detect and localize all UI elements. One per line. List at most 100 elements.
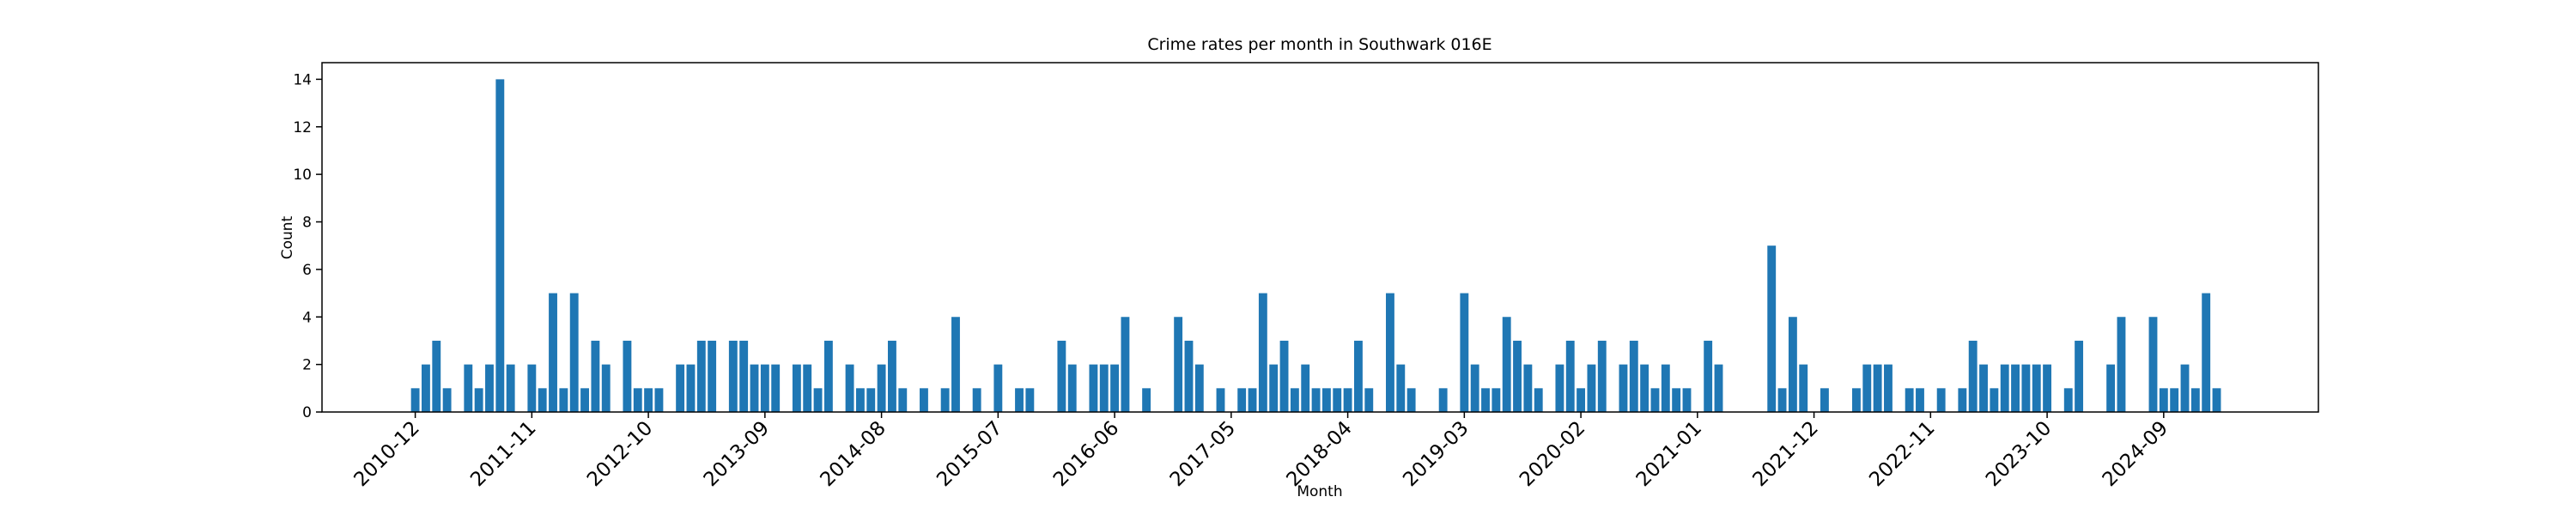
bar xyxy=(951,317,960,412)
bar xyxy=(1968,340,1978,412)
bar xyxy=(1619,364,1628,412)
bar xyxy=(1396,364,1406,412)
bar xyxy=(1406,388,1416,412)
bar xyxy=(1534,388,1543,412)
bar xyxy=(1481,388,1490,412)
x-tick-label: 2014-08 xyxy=(816,417,890,491)
bar xyxy=(506,364,515,412)
y-tick-label: 8 xyxy=(302,215,312,232)
bar xyxy=(1321,388,1331,412)
bar xyxy=(1301,364,1310,412)
bar xyxy=(633,388,642,412)
bar xyxy=(1290,388,1299,412)
bar xyxy=(1025,388,1035,412)
bar xyxy=(549,293,557,412)
bar xyxy=(1661,364,1670,412)
bar xyxy=(2202,293,2211,412)
bar xyxy=(2000,364,2009,412)
bar xyxy=(1142,388,1151,412)
bar xyxy=(898,388,908,412)
bar xyxy=(866,388,876,412)
bar xyxy=(1979,364,1988,412)
bar xyxy=(1438,388,1448,412)
bar xyxy=(1015,388,1024,412)
bar xyxy=(1650,388,1660,412)
x-tick-label: 2019-03 xyxy=(1399,417,1473,491)
bar xyxy=(591,340,600,412)
bar xyxy=(760,364,769,412)
bar xyxy=(803,364,812,412)
bar xyxy=(495,79,505,412)
x-axis-label: Month xyxy=(1297,483,1342,500)
x-tick-label: 2015-07 xyxy=(933,417,1006,491)
bar xyxy=(538,388,547,412)
bar xyxy=(1279,340,1289,412)
bar xyxy=(1990,388,1999,412)
bar xyxy=(2180,364,2190,412)
bar xyxy=(1523,364,1533,412)
x-tick-label: 2021-01 xyxy=(1632,417,1706,491)
x-tick-label: 2016-06 xyxy=(1049,417,1123,491)
bar xyxy=(1099,364,1109,412)
bar xyxy=(1333,388,1342,412)
bar xyxy=(1470,364,1479,412)
bar xyxy=(1640,364,1649,412)
y-tick-label: 10 xyxy=(293,167,312,184)
bar xyxy=(1248,388,1257,412)
bar xyxy=(1873,364,1882,412)
bar xyxy=(1936,388,1946,412)
bar xyxy=(1767,245,1777,412)
bar xyxy=(432,340,441,412)
chart-title: Crime rates per month in Southwark 016E xyxy=(1147,35,1492,54)
bar xyxy=(708,340,717,412)
bar xyxy=(855,388,865,412)
bar xyxy=(485,364,494,412)
bar xyxy=(1364,388,1374,412)
bar xyxy=(1067,364,1077,412)
bar xyxy=(1174,317,1183,412)
bar xyxy=(1704,340,1713,412)
bar xyxy=(2075,340,2084,412)
bar xyxy=(1682,388,1692,412)
bar xyxy=(1916,388,1924,412)
bar xyxy=(2032,364,2041,412)
bar xyxy=(1958,388,1967,412)
bar xyxy=(686,364,696,412)
bar xyxy=(1502,317,1511,412)
bar xyxy=(1905,388,1914,412)
bar xyxy=(823,340,833,412)
x-tick-label: 2011-11 xyxy=(466,417,540,491)
bar xyxy=(920,388,928,412)
bar xyxy=(993,364,1003,412)
bar xyxy=(644,388,653,412)
bar xyxy=(1194,364,1204,412)
bar xyxy=(845,364,854,412)
bar xyxy=(1269,364,1279,412)
x-tick-label: 2023-10 xyxy=(1982,417,2056,491)
bar xyxy=(1577,388,1586,412)
bar xyxy=(1237,388,1247,412)
bar xyxy=(1565,340,1575,412)
bar xyxy=(1110,364,1120,412)
bar xyxy=(474,388,483,412)
x-tick-label: 2010-12 xyxy=(349,417,423,491)
bar xyxy=(877,364,886,412)
bar xyxy=(728,340,738,412)
plot-frame xyxy=(321,62,2319,413)
bar xyxy=(2117,317,2126,412)
bar xyxy=(1258,293,1267,412)
bar xyxy=(940,388,950,412)
bar xyxy=(464,364,473,412)
bar xyxy=(2170,388,2179,412)
bar xyxy=(527,364,537,412)
bar xyxy=(1343,388,1352,412)
x-tick-label: 2021-12 xyxy=(1748,417,1822,491)
bar xyxy=(1852,388,1861,412)
bar xyxy=(1089,364,1098,412)
bar xyxy=(2212,388,2221,412)
bar xyxy=(1820,388,1829,412)
y-tick-label: 0 xyxy=(302,404,312,421)
bar xyxy=(1353,340,1363,412)
